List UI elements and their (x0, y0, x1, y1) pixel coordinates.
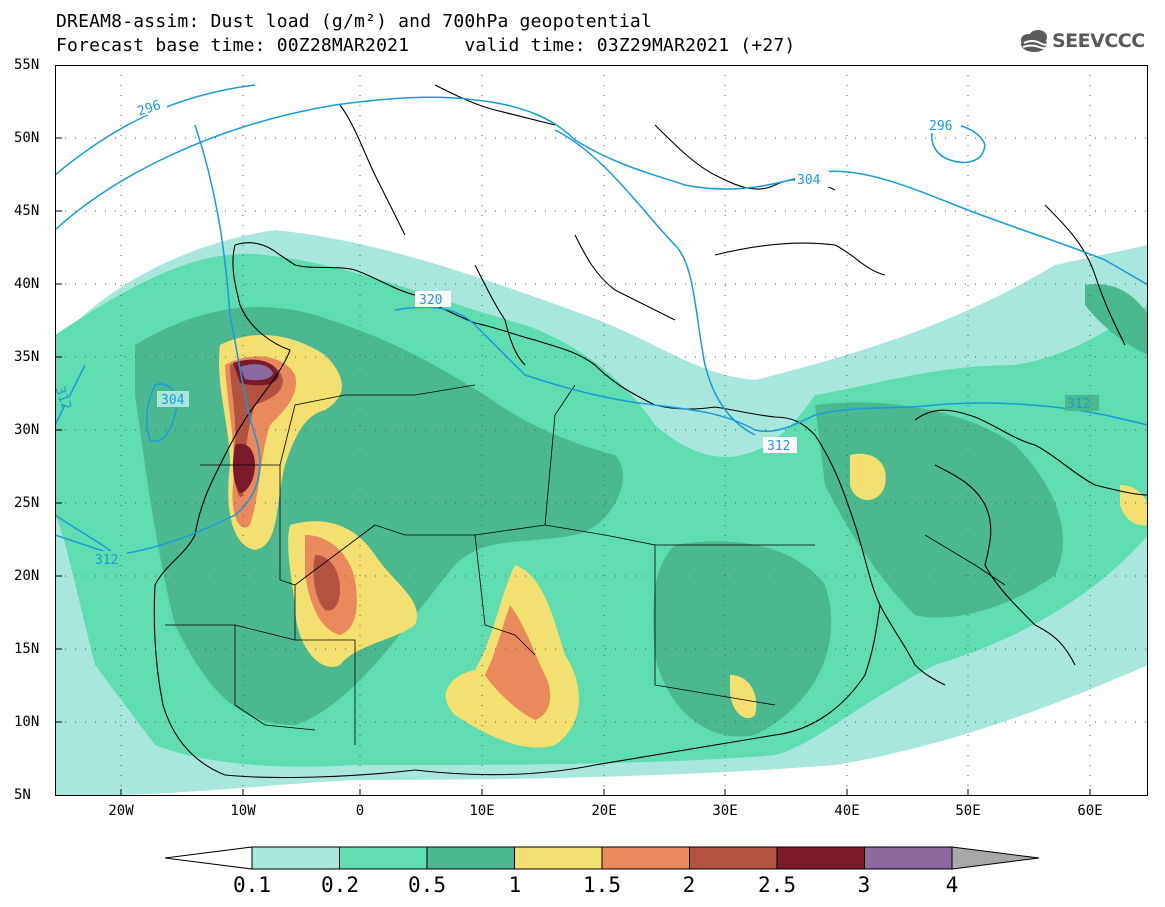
lon-label: 60E (1077, 803, 1103, 819)
colorbar-label: 2.5 (758, 873, 796, 897)
lat-label: 50N (14, 130, 40, 146)
lat-label: 45N (14, 203, 40, 219)
lat-label: 5N (14, 787, 31, 803)
lat-label: 30N (14, 422, 40, 438)
lon-label: 10W (230, 803, 256, 819)
lon-label: 0 (355, 803, 365, 819)
colorbar-label: 4 (945, 873, 959, 897)
lon-label: 20E (591, 803, 617, 819)
contour-label-320: 320 (419, 293, 442, 308)
lon-label: 20W (108, 803, 134, 819)
colorbar-arrow-high (951, 846, 1040, 870)
lon-label: 40E (834, 803, 860, 819)
contour-label-312-edge: 312 (55, 385, 74, 412)
lon-label: 30E (712, 803, 738, 819)
cloud-icon (1021, 30, 1049, 52)
lat-label: 40N (14, 276, 40, 292)
colorbar-segment (776, 846, 865, 870)
logo-text: SEEVCCC (1052, 30, 1145, 52)
map-title: DREAM8-assim: Dust load (g/m²) and 700hP… (56, 11, 652, 32)
contour-label-304-east: 304 (797, 173, 821, 188)
contour-label-312-east: 312 (1067, 397, 1090, 412)
contour-label-312-west: 312 (95, 553, 118, 568)
contour-labels: 296 304 312 320 312 304 312 296 312 (55, 98, 1099, 568)
colorbar-label: 1 (508, 873, 522, 897)
lon-label: 50E (955, 803, 981, 819)
lat-label: 10N (14, 714, 40, 730)
colorbar-segment (339, 846, 428, 870)
graticule (55, 65, 1148, 796)
colorbar-label: 0.2 (321, 873, 359, 897)
dust-level-3 (240, 364, 273, 381)
lat-label: 20N (14, 568, 40, 584)
colorbar (165, 846, 1040, 870)
lat-label: 15N (14, 641, 40, 657)
colorbar-arrow-low (165, 846, 253, 870)
colorbar-label: 0.1 (233, 873, 271, 897)
colorbar-segment (601, 846, 690, 870)
contour-label-312-egypt: 312 (767, 439, 790, 454)
colorbar-label: 2 (682, 873, 696, 897)
lat-label: 25N (14, 495, 40, 511)
map-subtitle: Forecast base time: 00Z28MAR2021 valid t… (56, 35, 796, 56)
colorbar-segment (689, 846, 778, 870)
colorbar-segment (514, 846, 603, 870)
contour-label-304-atlantic: 304 (161, 393, 185, 408)
tick-marks (55, 137, 1091, 796)
colorbar-label: 3 (857, 873, 871, 897)
colorbar-segment (251, 846, 340, 870)
contour-label-296-east: 296 (929, 119, 952, 134)
colorbar-label: 0.5 (408, 873, 446, 897)
colorbar-label: 1.5 (583, 873, 621, 897)
colorbar-segment (426, 846, 515, 870)
dust-load-map: 296 304 312 320 312 304 312 296 312 (55, 65, 1148, 796)
lon-label: 10E (469, 803, 495, 819)
contour-label-296-west: 296 (136, 98, 163, 120)
colorbar-segment (864, 846, 953, 870)
coastlines (153, 84, 1148, 779)
country-borders (165, 384, 1006, 745)
lat-label: 35N (14, 349, 40, 365)
lat-label: 55N (14, 57, 40, 73)
